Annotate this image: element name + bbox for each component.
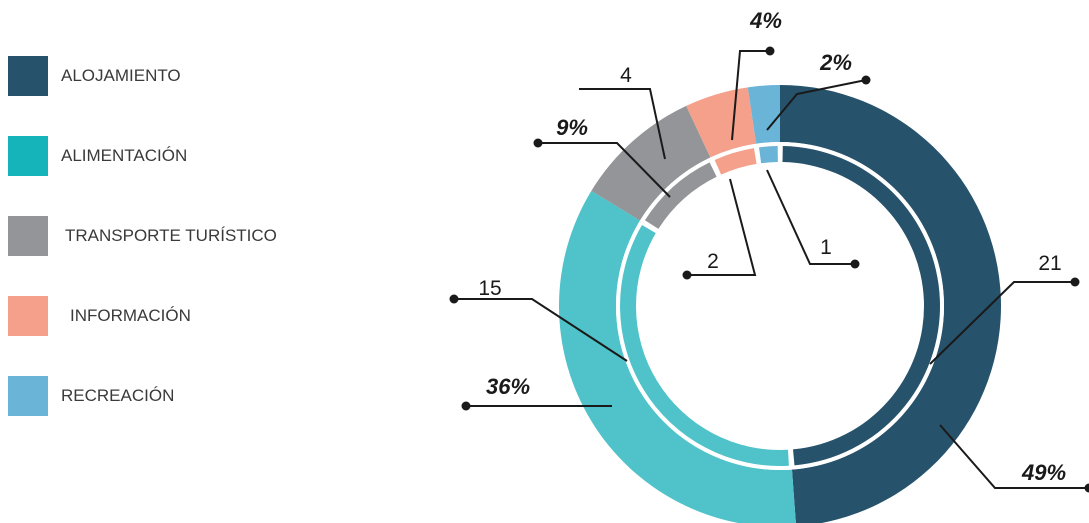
count-label-recreacion: 1 [820,236,832,259]
count-leader-alojamiento [929,281,1075,365]
inner-slice-alojamiento [782,146,941,466]
legend-item-alimentacion: ALIMENTACIÓN [8,136,348,176]
percent-label-alojamiento: 49% [1021,460,1066,485]
percent-label-transporte: 9% [556,115,588,140]
outer-slice-informacion [686,87,757,158]
percent-leader-alojamiento-dot [1084,483,1089,493]
percent-leader-recreacion-dot [861,75,871,85]
percent-leader-alimentacion-dot [461,401,471,411]
percent-leader-informacion [731,50,770,141]
legend-label-informacion: INFORMACIÓN [70,306,191,325]
legend-swatch-transporte [8,216,48,256]
outer-slice-recreacion [747,85,780,144]
legend-label-alojamiento: ALOJAMIENTO [61,66,181,85]
count-leader-alimentacion [454,298,628,362]
percent-leader-recreacion [766,79,867,131]
inner-slice-informacion [714,148,757,175]
ring-separator [616,142,944,470]
count-label-transporte: 4 [620,64,632,87]
percent-leader-informacion-dot [765,46,775,56]
percent-label-recreacion: 2% [819,50,852,75]
count-leader-recreacion-dot [850,259,860,269]
inner-slice-recreacion [759,146,778,164]
count-leader-transporte [579,88,666,160]
legend-swatch-recreacion [8,376,48,416]
legend-item-informacion: INFORMACIÓN [8,296,348,336]
legend-item-recreacion: RECREACIÓN [8,376,348,416]
percent-leader-transporte-dot [533,138,543,148]
count-leader-alojamiento-dot [1070,277,1080,287]
legend-item-transporte: TRANSPORTE TURÍSTICO [8,216,348,256]
count-label-informacion: 2 [707,250,719,273]
legend-swatch-informacion [8,296,48,336]
count-leader-recreacion [766,169,855,265]
legend-swatch-alojamiento [8,56,48,96]
percent-leader-alojamiento [939,424,1089,489]
count-leader-informacion-dot [682,270,692,280]
callouts [449,46,1089,493]
count-label-alimentacion: 15 [478,277,501,300]
legend-item-alojamiento: ALOJAMIENTO [8,56,348,96]
outer-slice-transporte [591,105,711,221]
count-leader-informacion [687,178,757,276]
outer-slice-alimentacion [559,190,796,523]
donut-rings [559,85,1001,523]
outer-slice-alojamiento [780,85,1001,523]
legend-swatch-alimentacion [8,136,48,176]
legend-label-recreacion: RECREACIÓN [61,386,175,405]
percent-leader-transporte [538,142,671,198]
count-leader-alimentacion-dot [449,294,459,304]
legend-label-alimentacion: ALIMENTACIÓN [61,146,188,165]
inner-slice-alimentacion [620,225,789,466]
legend-label-transporte: TRANSPORTE TURÍSTICO [65,226,277,245]
percent-label-informacion: 4% [749,8,782,33]
inner-slice-transporte [644,162,717,229]
percent-label-alimentacion: 36% [486,374,530,399]
count-label-alojamiento: 21 [1038,252,1061,275]
